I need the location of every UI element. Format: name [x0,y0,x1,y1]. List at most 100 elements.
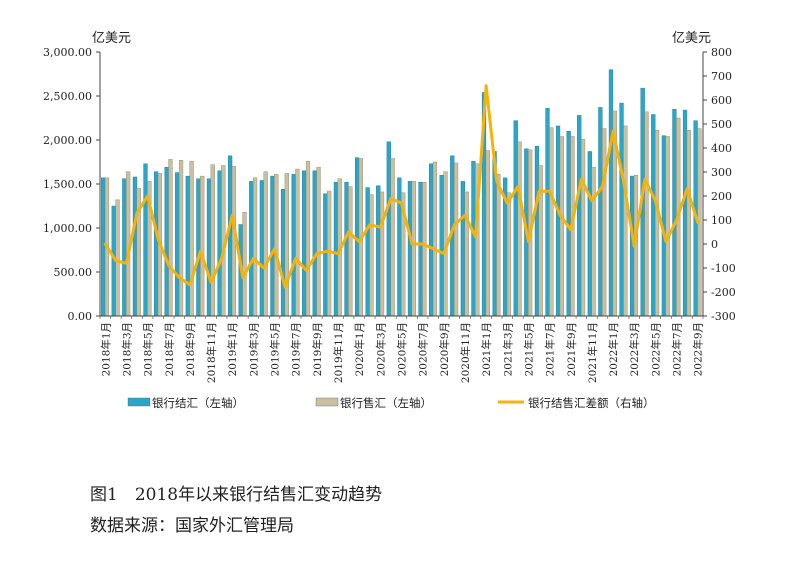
x-tick-label: 2020年7月 [417,322,430,376]
x-tick-label: 2019年3月 [247,322,260,376]
bar-settlement-2020年4月 [386,141,391,317]
right-tick-label: 200 [711,190,732,203]
bar-sale-2021年8月 [559,136,564,317]
bar-settlement-2021年4月 [513,120,518,317]
bar-settlement-2018年12月 [217,170,222,317]
right-tick-label: 0 [711,238,718,251]
x-tick-label: 2022年7月 [671,322,684,376]
bar-settlement-2018年5月 [143,163,148,317]
legend-label-2: 银行结售汇差额（右轴） [528,396,655,410]
x-tick-label: 2021年5月 [522,322,535,376]
bar-sale-2021年4月 [517,141,522,317]
bar-sale-2020年6月 [411,181,416,317]
x-tick-label: 2018年5月 [142,322,155,376]
bar-sale-2019年10月 [327,190,332,317]
bar-sale-2020年2月 [369,194,374,317]
x-tick-label: 2018年11月 [205,322,218,383]
left-tick-label: 1,000.00 [43,222,92,235]
bar-settlement-2020年8月 [429,163,434,317]
bar-sale-2020年8月 [432,161,438,317]
bar-sale-2020年7月 [422,182,427,317]
bar-settlement-2021年11月 [587,151,592,317]
bar-sale-2019年2月 [242,211,247,317]
bar-sale-2019年4月 [263,171,268,317]
axes: 0.00 500.00 1,000.00 1,500.00 2,000.00 2,500.… [43,46,736,383]
bar-sale-2019年8月 [305,160,311,317]
figure-title: 图1 2018年以来银行结售汇变动趋势 [90,485,383,505]
bar-sale-2021年11月 [591,167,596,317]
bar-settlement-2020年5月 [397,177,402,317]
right-tick-label: -200 [711,286,736,299]
bar-settlement-2019年12月 [344,182,349,317]
bar-sale-2021年2月 [496,174,501,317]
bar-settlement-2018年11月 [206,178,212,317]
x-tick-label: 2019年7月 [290,322,303,376]
x-tick-label: 2021年3月 [501,322,514,376]
bar-sale-2018年10月 [200,175,205,317]
bar-settlement-2018年10月 [196,178,201,317]
bar-settlement-2022年8月 [682,109,688,317]
bar-sale-2022年6月 [665,136,670,317]
bar-settlement-2018年6月 [153,171,159,317]
x-tick-label: 2018年3月 [120,322,133,376]
bar-sale-2019年5月 [274,174,279,317]
x-tick-label: 2021年1月 [480,322,493,376]
right-tick-label: 500 [711,118,732,131]
chart: 亿美元 亿美元 0.00 500.00 1,000.00 1,500.00 2,000.… [43,31,736,410]
bar-settlement-2018年8月 [175,172,180,317]
bar-settlement-2019年9月 [312,170,317,317]
bar-settlement-2022年1月 [608,69,614,317]
bar-sale-2018年7月 [168,159,173,317]
bar-settlement-2019年11月 [333,182,339,317]
x-tick-label: 2019年11月 [332,322,345,383]
x-tick-label: 2019年9月 [311,322,324,376]
x-tick-label: 2018年9月 [184,322,197,376]
bar-settlement-2020年7月 [418,182,423,317]
bar-settlement-2022年2月 [619,102,624,317]
bar-settlement-2020年11月 [460,181,465,317]
right-tick-label: -300 [711,310,736,323]
bar-settlement-2020年2月 [365,187,370,317]
bar-sale-2020年11月 [464,191,469,317]
right-tick-label: 800 [711,46,732,59]
bar-sale-2019年12月 [348,186,353,317]
left-tick-label: 500.00 [54,266,93,279]
bar-settlement-2019年1月 [228,155,233,317]
x-tick-label: 2020年5月 [396,322,409,376]
bar-settlement-2021年12月 [598,107,603,317]
x-tick-label: 2018年7月 [163,322,176,376]
bar-settlement-2021年8月 [555,125,561,317]
bar-sale-2018年2月 [115,199,120,317]
plot-area [101,69,702,317]
bar-sale-2018年11月 [210,164,215,317]
bar-sale-2021年10月 [580,138,586,317]
bar-sale-2021年3月 [506,192,512,317]
bar-settlement-2021年7月 [545,108,550,317]
right-tick-label: 600 [711,94,732,107]
bar-sale-2021年7月 [549,127,554,317]
right-tick-label: 400 [711,142,732,155]
x-tick-label: 2021年11月 [586,322,599,383]
bar-settlement-2019年8月 [302,170,307,317]
x-tick-label: 2021年9月 [565,322,578,376]
bar-sale-2020年4月 [390,158,395,317]
bar-sale-2021年6月 [538,165,543,317]
bar-sale-2022年5月 [654,130,660,317]
x-tick-label: 2020年9月 [438,322,451,376]
left-tick-label: 1,500.00 [43,178,92,191]
legend: 银行结汇（左轴） 银行售汇（左轴） 银行结售汇差额（右轴） [127,396,655,410]
bar-settlement-2019年3月 [249,181,254,317]
bar-settlement-2019年7月 [291,174,296,317]
right-tick-label: 700 [711,70,732,83]
bar-sale-2021年12月 [602,128,607,317]
right-tick-label: 100 [711,214,732,227]
x-tick-label: 2021年7月 [544,322,557,376]
bar-sale-2022年2月 [623,125,628,317]
bar-settlement-2018年1月 [101,177,106,317]
left-tick-label: 3,000.00 [43,46,92,59]
bar-settlement-2019年4月 [259,180,264,317]
bar-settlement-2021年10月 [577,115,582,317]
bar-settlement-2020年6月 [407,181,413,317]
legend-swatch-0 [127,397,151,407]
bar-settlement-2020年9月 [439,174,444,317]
